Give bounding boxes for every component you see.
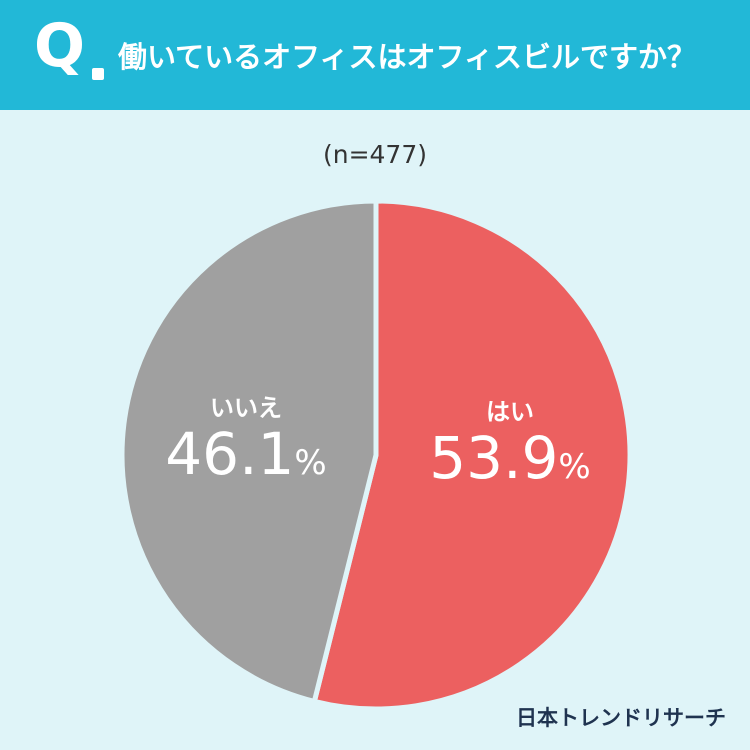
- sample-size: (n=477): [322, 140, 428, 169]
- pie-slice-no: [119, 198, 379, 704]
- slice-value-yes: 53.9%: [429, 424, 591, 492]
- slice-label-no: いいえ 46.1%: [136, 388, 356, 487]
- q-mark: Q: [34, 11, 86, 81]
- slice-name-yes: はい: [486, 398, 534, 426]
- slice-value-no: 46.1%: [165, 420, 327, 488]
- slice-label-yes: はい 53.9%: [400, 392, 620, 491]
- pie-slice-yes: [311, 198, 633, 712]
- header-bar: Q 働いているオフィスはオフィスビルですか？: [0, 0, 750, 110]
- q-dot-icon: [92, 68, 104, 80]
- slice-name-no: いいえ: [210, 394, 282, 422]
- question-title: 働いているオフィスはオフィスビルですか？: [118, 40, 696, 74]
- brand-logo: 日本トレンドリサーチ: [516, 706, 726, 730]
